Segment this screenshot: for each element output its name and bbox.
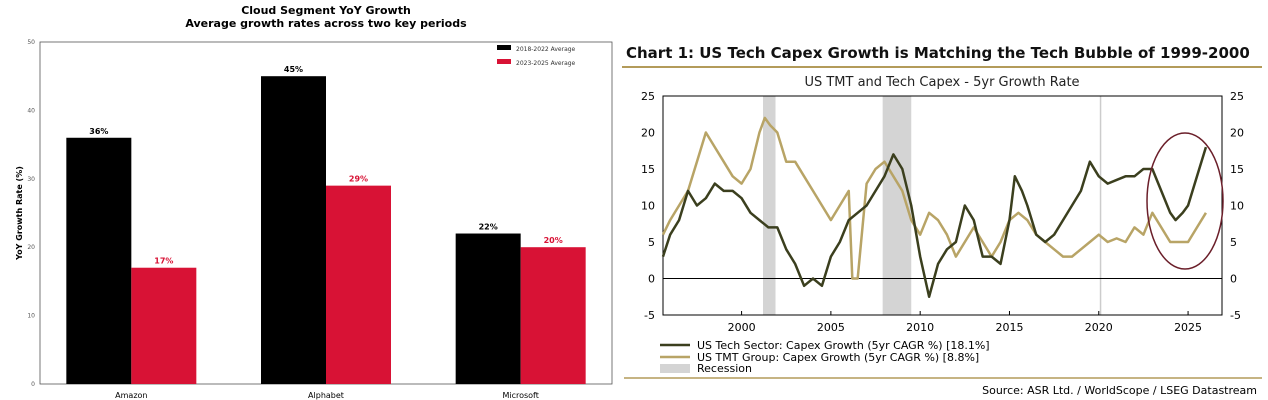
x-tick-label: 2015 [995,321,1023,334]
bar-value-label: 45% [284,65,303,74]
legend-label-0: US Tech Sector: Capex Growth (5yr CAGR %… [697,339,990,352]
y-tick-label: 10 [27,313,35,320]
bar-value-label: 22% [479,223,498,232]
source-note: Source: ASR Ltd. / WorldScope / LSEG Dat… [982,384,1257,397]
bar-alphabet-1 [326,185,391,384]
y-tick-label: 0 [31,381,35,388]
y-axis-label: YoY Growth Rate (%) [15,166,24,261]
series-line-0 [661,146,1208,298]
bar-amazon-1 [131,267,197,384]
y-tick-label: 40 [27,107,35,114]
line-chart-title: Chart 1: US Tech Capex Growth is Matchin… [626,44,1250,62]
bar-microsoft-1 [520,247,586,384]
y-tick-right: 5 [1230,236,1237,249]
legend-swatch-1 [497,59,511,64]
y-tick-label: 50 [27,39,35,46]
x-tick-label: Alphabet [308,391,344,400]
highlight-circle [1146,132,1224,270]
legend-label-0: 2018-2022 Average [516,46,576,53]
bar-chart-subtitle: Average growth rates across two key peri… [185,17,467,30]
y-tick-left: 5 [648,236,655,249]
y-tick-right: -5 [1230,309,1241,322]
x-tick-label: Microsoft [502,391,538,400]
y-tick-left: 25 [641,90,655,103]
x-tick-label: 2025 [1174,321,1202,334]
bar-value-label: 17% [154,257,173,266]
y-tick-label: 30 [27,176,35,183]
y-tick-left: 0 [648,273,655,286]
y-tick-left: 10 [641,200,655,213]
line-plot-frame [662,95,1223,316]
legend-swatch-0 [497,45,511,50]
x-tick-label: 2010 [906,321,934,334]
y-tick-label: 20 [27,244,35,251]
recession-band-0 [763,96,776,315]
x-tick-label: 2020 [1085,321,1113,334]
bar-value-label: 20% [544,236,563,245]
bar-microsoft-0 [455,233,521,384]
x-tick-label: 2005 [817,321,845,334]
x-tick-label: 2000 [728,321,756,334]
legend-recession-swatch [660,364,690,373]
y-tick-right: 15 [1230,163,1244,176]
bar-value-label: 29% [349,175,368,184]
bar-amazon-0 [66,137,132,384]
bar-value-label: 36% [89,127,108,136]
y-tick-left: 15 [641,163,655,176]
y-tick-right: 20 [1230,127,1244,140]
line-chart-subtitle: US TMT and Tech Capex - 5yr Growth Rate [804,75,1079,90]
bar-chart-title: Cloud Segment YoY Growth [241,4,411,17]
series-line-1 [661,116,1207,280]
y-tick-right: 25 [1230,90,1244,103]
y-tick-left: 20 [641,127,655,140]
x-tick-label: Amazon [115,391,147,400]
y-tick-left: -5 [644,309,655,322]
bar-alphabet-0 [261,76,326,384]
legend-label-1: 2023-2025 Average [516,60,576,67]
y-tick-right: 0 [1230,273,1237,286]
legend-recession-label: Recession [697,362,752,375]
y-tick-right: 10 [1230,200,1244,213]
legend-label-1: US TMT Group: Capex Growth (5yr CAGR %) … [697,351,979,364]
